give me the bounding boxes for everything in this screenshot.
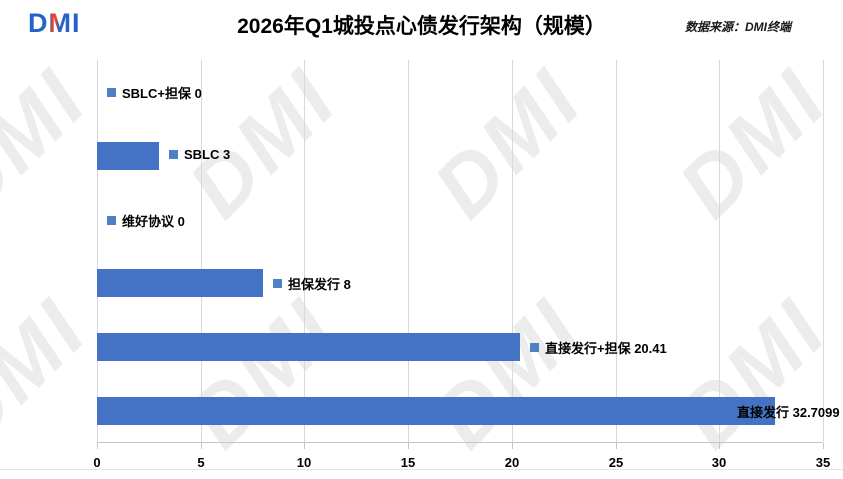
dmi-watermark: DMI xyxy=(0,51,105,236)
gridline-x-20 xyxy=(512,60,513,442)
tick-label-x: 20 xyxy=(504,455,520,470)
tick-x-0 xyxy=(97,443,98,449)
bar-row-0: SBLC+担保 0 xyxy=(97,60,823,124)
bar-row-3: 担保发行 8 xyxy=(97,252,823,316)
data-source-note: 数据来源：DMI终端 xyxy=(685,20,791,34)
legend-key-icon xyxy=(273,279,282,289)
bar-4 xyxy=(97,333,520,362)
dmi-logo: DMI xyxy=(28,8,81,38)
tick-label-x: 15 xyxy=(400,455,416,470)
tick-label-x: 25 xyxy=(608,455,624,470)
legend-key-icon xyxy=(169,149,178,159)
bar-label-text: 直接发行 32.7099 xyxy=(737,405,840,421)
bar-label-text: 担保发行 8 xyxy=(288,277,351,293)
legend-key-icon xyxy=(530,343,539,353)
legend-key-icon xyxy=(107,215,116,225)
chart-title: 2026年Q1城投点心债发行架构（规模） xyxy=(237,15,606,38)
gridline-x-10 xyxy=(304,60,305,442)
bar-row-4: 直接发行+担保 20.41 xyxy=(97,315,823,379)
bar-data-label: SBLC+担保 0 xyxy=(107,83,202,102)
gridline-x-30 xyxy=(719,60,720,442)
bar-label-text: 直接发行+担保 20.41 xyxy=(545,341,667,357)
bar-3 xyxy=(97,269,263,298)
gridline-x-15 xyxy=(408,60,409,442)
tick-label-x: 35 xyxy=(815,455,831,470)
dmi-watermark: DMI xyxy=(0,281,105,466)
tick-x-35 xyxy=(823,443,824,449)
bar-data-label: 直接发行+担保 20.41 xyxy=(530,338,667,357)
tick-x-25 xyxy=(616,443,617,449)
tick-label-x: 10 xyxy=(296,455,312,470)
bar-data-label: 维好协议 0 xyxy=(107,211,185,230)
plot-area: 0 5 10 15 20 25 30 35 SBLC+担保 0 SBLC 3 维好协议 0 担保发行 … xyxy=(93,60,840,470)
tick-x-10 xyxy=(304,443,305,449)
gridline-x-5 xyxy=(201,60,202,442)
bar-label-text: SBLC+担保 0 xyxy=(122,85,202,101)
legend-key-icon xyxy=(107,87,116,97)
bar-label-text: SBLC 3 xyxy=(184,146,231,162)
bottom-divider xyxy=(0,469,843,470)
bar-row-2: 维好协议 0 xyxy=(97,188,823,252)
bar-row-1: SBLC 3 xyxy=(97,124,823,188)
bar-data-label: SBLC 3 xyxy=(169,147,230,162)
bar-row-5: 直接发行 32.7099 xyxy=(97,379,840,443)
tick-label-x: 0 xyxy=(93,455,101,470)
gridline-x-35 xyxy=(823,60,824,442)
bar-5 xyxy=(97,397,775,426)
bar-data-label: 担保发行 8 xyxy=(273,274,351,293)
tick-x-30 xyxy=(719,443,720,449)
tick-x-15 xyxy=(408,443,409,449)
bar-label-text: 维好协议 0 xyxy=(122,213,185,229)
tick-x-5 xyxy=(201,443,202,449)
gridline-x-25 xyxy=(616,60,617,442)
gridline-x-0 xyxy=(97,60,98,442)
tick-x-20 xyxy=(512,443,513,449)
tick-label-x: 5 xyxy=(197,455,205,470)
bar-data-label: 直接发行 32.7099 xyxy=(737,402,840,421)
tick-label-x: 30 xyxy=(711,455,727,470)
bar-1 xyxy=(97,141,159,170)
